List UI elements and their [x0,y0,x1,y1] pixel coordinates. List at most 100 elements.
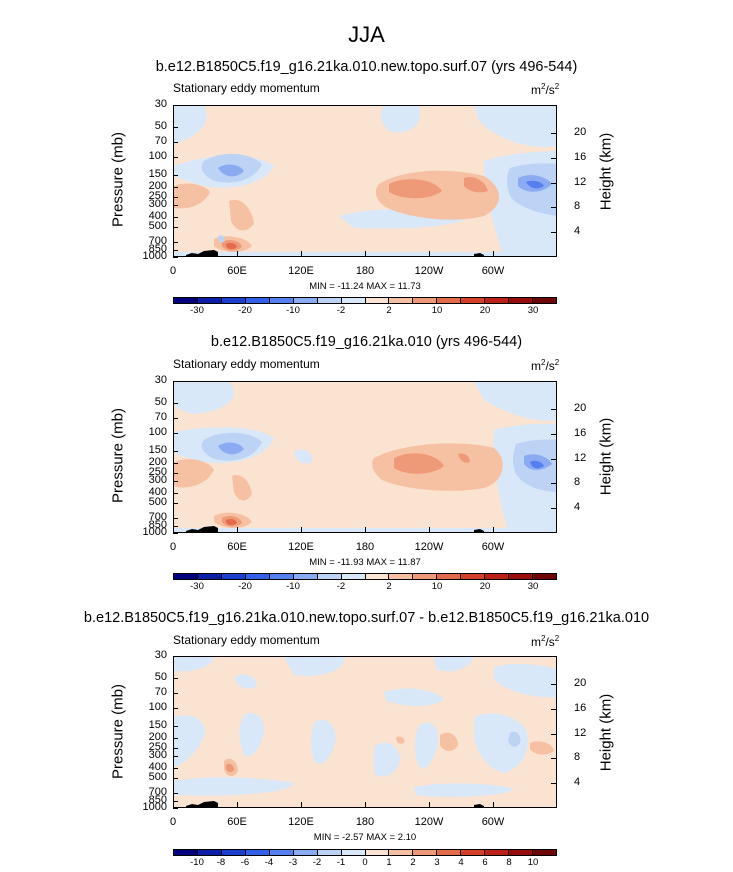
colorbar-swatch [245,298,270,303]
panel-2-pressure-label: Pressure (mb) [109,407,127,504]
colorbar-swatch [341,574,366,579]
pressure-tick-mark [173,105,178,106]
colorbar-swatch [413,298,438,303]
longitude-tick-label: 120W [414,541,444,553]
longitude-tick-mark [365,251,366,256]
longitude-tick-mark [237,802,238,807]
pressure-tick-label: 700 [148,510,167,523]
pressure-tick-mark [173,525,178,527]
colorbar-swatch [437,850,462,855]
pressure-tick-label: 30 [154,98,167,110]
colorbar-label: 30 [527,305,539,316]
panel-2-minmax: MIN = -11.93 MAX = 11.87 [309,557,421,568]
longitude-tick-mark [429,251,430,256]
height-tick-label: 8 [574,751,581,764]
pressure-tick-mark [173,381,178,382]
longitude-tick-label: 60W [481,265,505,277]
panel-3-neg-region [384,688,444,706]
colorbar-swatch [197,574,222,579]
height-tick-label: 8 [574,200,581,213]
panel-3-minmax: MIN = -2.57 MAX = 2.10 [313,832,417,843]
colorbar-swatch [461,298,486,303]
pressure-tick-label: 100 [148,150,167,163]
panel-3-units: m2/s2 [531,634,560,649]
longitude-tick-mark [301,527,302,532]
panel-3-neg-region [474,713,528,773]
panel-3-neg-region [374,742,400,777]
colorbar-label: -20 [238,305,252,316]
pressure-tick-label: 1000 [142,250,167,262]
pressure-tick-mark [173,747,178,749]
panel-3-neg-region [508,731,521,747]
longitude-tick-mark [365,527,366,532]
colorbar-swatch [269,574,294,579]
pressure-tick-label: 850 [148,793,167,806]
panel-2-neg-region [218,442,244,455]
pressure-tick-mark [173,196,178,198]
panel-2-contour-map [174,382,556,532]
longitude-tick-mark [237,527,238,532]
colorbar-swatch [533,574,556,579]
pressure-tick-label: 700 [148,234,167,247]
pressure-tick-label: 100 [148,426,167,439]
panel-3-pos-region [530,741,554,755]
panel-3-pos-region [226,763,234,773]
colorbar-swatch [365,298,390,303]
longitude-tick-mark [429,527,430,532]
colorbar-swatch [174,850,198,855]
colorbar-label: -2 [336,305,346,316]
colorbar-swatch [485,574,510,579]
pressure-tick-mark [173,257,178,258]
colorbar-swatch [197,298,222,303]
panel-1-neg-region [474,106,556,147]
panel-1-contour-map [174,106,556,256]
panel-3-neg-region [434,657,474,672]
colorbar-swatch [293,850,318,855]
panel-3-neg-region [311,719,336,764]
pressure-tick-label: 250 [148,189,167,202]
pressure-tick-label: 400 [148,210,167,223]
pressure-tick-label: 500 [148,495,167,508]
colorbar-swatch [317,574,342,579]
colorbar-swatch [341,298,366,303]
pressure-tick-mark [173,433,178,435]
colorbar-swatch [509,574,534,579]
colorbar-swatch [269,850,294,855]
height-tick-label: 8 [574,476,581,489]
colorbar-swatch [317,850,342,855]
colorbar-swatch [365,574,390,579]
longitude-tick-label: 120W [414,265,444,277]
panel-1-plot [173,105,557,257]
pressure-tick-mark [173,472,178,474]
colorbar-swatch [461,574,486,579]
colorbar-swatch [509,298,534,303]
height-tick-mark [551,483,556,485]
colorbar-label: 10 [527,857,539,868]
pressure-tick-mark [173,249,178,251]
panel-1-title: b.e12.B1850C5.f19_g16.21ka.010.new.topo.… [155,59,578,75]
pressure-tick-label: 30 [154,649,167,661]
panel-3-contour-map [174,657,556,807]
panel-2-pos-region [226,519,237,526]
height-tick-mark [551,783,556,785]
panel-3-topography [186,801,218,807]
colorbar-swatch [293,574,318,579]
longitude-tick-label: 60E [227,541,247,553]
pressure-tick-label: 850 [148,242,167,255]
panel-1-pressure-label: Pressure (mb) [109,131,127,228]
panel-1-height-label: Height (km) [597,132,615,211]
panel-1-subtitle: Stationary eddy momentum [173,81,320,95]
pressure-tick-mark [173,517,178,519]
pressure-tick-label: 300 [148,748,167,761]
pressure-tick-label: 250 [148,465,167,478]
colorbar-swatch [245,850,270,855]
panel-3-neg-region [174,657,214,672]
colorbar-swatch [485,850,510,855]
panel-2-neg-region [474,382,556,421]
pressure-tick-mark [173,187,178,189]
height-tick-mark [551,157,556,159]
pressure-tick-label: 300 [148,473,167,486]
colorbar-label: 20 [479,581,491,592]
colorbar-swatch [533,850,556,855]
panel-3-colorbar [173,849,557,856]
